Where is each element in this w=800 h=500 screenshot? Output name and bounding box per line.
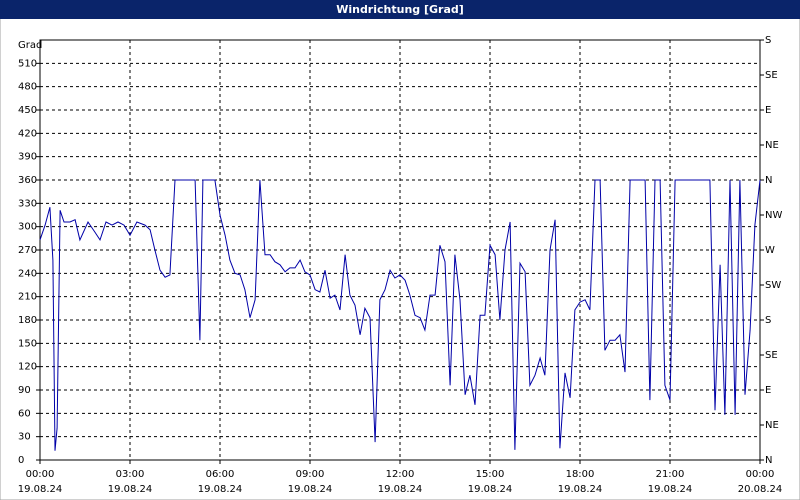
- y-tick-label: 270: [18, 245, 37, 256]
- y-tick-label: 210: [18, 292, 37, 303]
- x-tick-date: 19.08.24: [648, 484, 693, 495]
- x-tick-date: 19.08.24: [108, 484, 153, 495]
- chart-title: Windrichtung [Grad]: [336, 3, 464, 16]
- x-tick-label: 03:00: [116, 469, 145, 480]
- x-tick-date: 19.08.24: [558, 484, 603, 495]
- x-tick-label: 00:00: [26, 469, 55, 480]
- y2-tick-label: NE: [765, 140, 779, 151]
- y-tick-label: 150: [18, 338, 37, 349]
- x-tick-date: 19.08.24: [198, 484, 243, 495]
- y-tick-label: 0: [18, 455, 24, 466]
- y-tick-label: 60: [18, 408, 31, 419]
- plot-frame: [39, 39, 761, 461]
- y2-tick-label: NE: [765, 420, 779, 431]
- y2-tick-label: N: [765, 175, 772, 186]
- x-tick-label: 09:00: [296, 469, 325, 480]
- y-tick-label: 480: [18, 82, 37, 93]
- y2-tick-label: N: [765, 455, 772, 466]
- x-tick-label: 06:00: [206, 469, 235, 480]
- y-tick-label: 240: [18, 268, 37, 279]
- x-tick-label: 21:00: [656, 469, 685, 480]
- x-tick-label: 18:00: [566, 469, 595, 480]
- y-tick-label: 330: [18, 198, 37, 209]
- y-tick-label: 180: [18, 315, 37, 326]
- y-tick-label: 450: [18, 105, 37, 116]
- x-tick-date: 20.08.24: [738, 484, 783, 495]
- x-tick-date: 19.08.24: [378, 484, 423, 495]
- y2-tick-label: SW: [765, 280, 781, 291]
- y2-tick-label: SE: [765, 350, 778, 361]
- y2-tick-label: E: [765, 385, 771, 396]
- y2-tick-label: S: [765, 315, 771, 326]
- y2-tick-label: SE: [765, 70, 778, 81]
- data-line: [39, 179, 761, 451]
- y2-tick-label: W: [765, 245, 775, 256]
- y-tick-label: 120: [18, 362, 37, 373]
- y-tick-label: 390: [18, 152, 37, 163]
- x-tick-label: 00:00: [746, 469, 775, 480]
- y-tick-label: 90: [18, 385, 31, 396]
- title-bar: [0, 0, 800, 19]
- y-tick-label: 510: [18, 58, 37, 69]
- x-tick-date: 19.08.24: [288, 484, 333, 495]
- y-tick-label: 360: [18, 175, 37, 186]
- x-tick-label: 15:00: [476, 469, 505, 480]
- y-tick-label: 300: [18, 222, 37, 233]
- y-axis-label: Grad: [18, 40, 42, 51]
- y-tick-label: 30: [18, 432, 31, 443]
- y2-tick-label: E: [765, 105, 771, 116]
- x-tick-date: 19.08.24: [468, 484, 513, 495]
- y2-tick-label: NW: [765, 210, 782, 221]
- x-tick-date: 19.08.24: [18, 484, 63, 495]
- y2-tick-label: S: [765, 35, 771, 46]
- x-tick-label: 12:00: [386, 469, 415, 480]
- y-tick-label: 420: [18, 128, 37, 139]
